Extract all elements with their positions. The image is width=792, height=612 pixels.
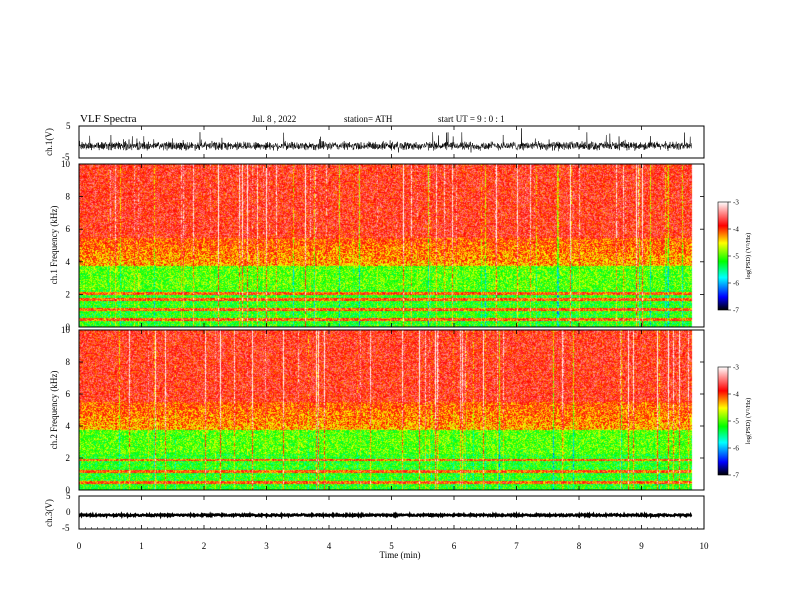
ch2-colorbar-tick-label: -4 (733, 391, 739, 399)
ch2-spec-y-tick-label: 8 (66, 357, 71, 367)
ch3-y-tick-minus5: -5 (62, 523, 70, 533)
start-ut-label: start UT = 9 : 0 : 1 (438, 114, 505, 124)
ch1-y-tick-bottom: -5 (62, 152, 70, 162)
x-tick-label: 9 (639, 541, 644, 551)
station-label: station= ATH (344, 114, 393, 124)
ch1-spec-y-axis-label: ch.1 Frequency (kHz) (49, 206, 59, 285)
ch1-spec-y-tick-label: 0 (66, 322, 71, 332)
ch2-spec-y-axis-label: ch.2 Frequency (kHz) (49, 371, 59, 450)
ch1-spec-y-tick-label: 6 (66, 224, 71, 234)
ch1-y-axis-label: ch.1(V) (44, 128, 54, 156)
ch3-y-tick-5: 5 (66, 491, 71, 501)
ch3-waveform-panel: 5 0 -5 ch.3(V) 0 1 2 3 4 5 6 7 8 9 10 Time (min) (44, 126, 709, 560)
ch2-spec-y-tick-label: 6 (66, 389, 71, 399)
ch2-spec-y-tick-label: 2 (66, 453, 71, 463)
ch2-colorbar-tick-label: -7 (733, 472, 739, 480)
ch2-colorbar-tick-label: -6 (733, 445, 739, 453)
ch1-colorbar-scale (717, 201, 729, 311)
ch1-spec-y-tick-label: 8 (66, 192, 71, 202)
x-tick-label: 0 (77, 541, 82, 551)
ch3-y-axis-label: ch.3(V) (44, 499, 54, 527)
x-tick-label: 1 (139, 541, 144, 551)
ch2-colorbar: -3 -4 -5 -6 -7 log(PSD) (V²/Hz) (717, 364, 752, 480)
ch1-colorbar-tick-label: -5 (733, 253, 739, 261)
ch1-colorbar-tick-label: -6 (733, 280, 739, 288)
ch2-spectrogram-image (79, 330, 704, 490)
ch1-colorbar-tick-label: -3 (733, 199, 739, 207)
x-tick-label: 6 (452, 541, 457, 551)
x-tick-label: 2 (202, 541, 207, 551)
ch3-trace (79, 511, 693, 520)
ch2-colorbar-tick-label: -3 (733, 364, 739, 372)
x-axis-label: Time (min) (380, 550, 421, 560)
ch1-colorbar-tick-label: -7 (733, 307, 739, 315)
ch2-colorbar-label: log(PSD) (V²/Hz) (745, 398, 752, 445)
ch2-spec-y-tick-label: 4 (66, 421, 71, 431)
x-tick-label: 5 (389, 541, 394, 551)
date-label: Jul. 8 , 2022 (252, 114, 296, 124)
ch1-spec-y-tick-label: 10 (61, 159, 71, 169)
x-tick-label: 3 (264, 541, 269, 551)
ch1-trace (79, 128, 692, 153)
ch2-spec-y-tick-label: 0 (66, 485, 71, 495)
x-tick-label: 10 (700, 541, 710, 551)
x-tick-label: 8 (577, 541, 582, 551)
ch1-spectrogram-image (79, 164, 704, 327)
ch1-waveform-panel: 5 -5 ch.1(V) (44, 121, 705, 162)
x-tick-label: 4 (327, 541, 332, 551)
ch1-spectrogram-panel: 0 2 4 6 8 10 ch.1 Frequency (kHz) (49, 159, 705, 332)
ch1-colorbar: -3 -4 -5 -6 -7 log(PSD) (V²/Hz) (717, 199, 752, 315)
ch2-spec-y-tick-label: 10 (61, 325, 71, 335)
ch1-y-tick-top: 5 (66, 121, 71, 131)
ch1-spec-y-tick-label: 2 (66, 289, 71, 299)
x-tick-label: 7 (514, 541, 519, 551)
ch2-colorbar-scale (717, 366, 729, 476)
ch1-colorbar-tick-label: -4 (733, 226, 739, 234)
ch3-y-tick-0: 0 (66, 507, 71, 517)
ch2-colorbar-tick-label: -5 (733, 418, 739, 426)
ch1-spec-y-tick-label: 4 (66, 257, 71, 267)
ch1-colorbar-label: log(PSD) (V²/Hz) (745, 233, 752, 280)
chart-title: VLF Spectra (80, 113, 137, 125)
ch2-spectrogram-panel: 0 2 4 6 8 10 ch.2 Frequency (kHz) (49, 325, 705, 495)
